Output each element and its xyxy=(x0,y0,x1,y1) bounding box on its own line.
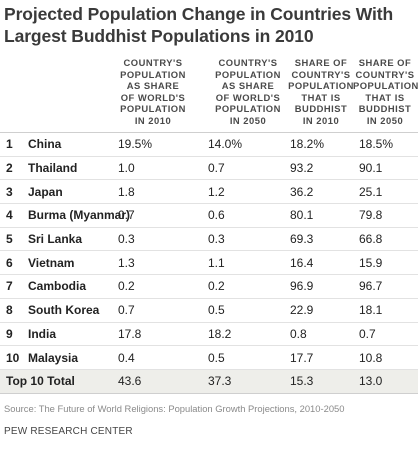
org-credit: PEW RESEARCH CENTER xyxy=(4,426,133,437)
column-header-buddhist-share-2010: SHARE OF COUNTRY'S POPULATION THAT IS BU… xyxy=(288,57,354,126)
value-cell: 15.9 xyxy=(359,250,418,276)
rank-label: 5 xyxy=(6,232,13,247)
country-label: Vietnam xyxy=(28,255,75,270)
country-label: India xyxy=(28,326,57,341)
table-row: 7 Cambodia 0.2 0.2 96.9 96.7 xyxy=(0,274,418,299)
value-cell: 0.6 xyxy=(208,203,290,228)
value-cell: 0.3 xyxy=(118,227,208,252)
value-cell: 0.8 xyxy=(290,322,359,347)
value-cell: 14.0% xyxy=(208,132,290,157)
value-cell: 66.8 xyxy=(359,227,418,252)
country-cell: 2 Thailand xyxy=(0,156,118,181)
source-note: Source: The Future of World Religions: P… xyxy=(4,403,345,414)
country-label: South Korea xyxy=(28,303,100,318)
country-cell: 10 Malaysia xyxy=(0,345,118,370)
value-cell: 1.2 xyxy=(208,179,290,205)
total-value-cell: 15.3 xyxy=(290,369,359,394)
country-cell: 5 Sri Lanka xyxy=(0,227,118,252)
rank-label: 8 xyxy=(6,303,13,318)
total-row: Top 10 Total 43.6 37.3 15.3 13.0 xyxy=(0,369,418,394)
value-cell: 0.7 xyxy=(359,322,418,347)
value-cell: 0.2 xyxy=(208,274,290,299)
country-label: Burma (Myanmar) xyxy=(28,208,131,223)
value-cell: 19.5% xyxy=(118,132,208,157)
column-header-share-world-2050: COUNTRY'S POPULATION AS SHARE OF WORLD'S… xyxy=(215,57,281,126)
total-value-cell: 13.0 xyxy=(359,369,418,394)
value-cell: 96.9 xyxy=(290,274,359,299)
country-cell: 9 India xyxy=(0,322,118,347)
country-cell: 4 Burma (Myanmar) xyxy=(0,203,130,228)
country-label: Sri Lanka xyxy=(28,232,83,247)
rank-label: 6 xyxy=(6,255,13,270)
value-cell: 17.7 xyxy=(290,345,359,370)
data-table: 1 China 19.5% 14.0% 18.2% 18.5% 2 Thailand… xyxy=(0,132,418,394)
table-row: 2 Thailand 1.0 0.7 93.2 90.1 xyxy=(0,156,418,181)
rank-label: 9 xyxy=(6,326,13,341)
page-title: Projected Population Change in Countries… xyxy=(4,4,394,46)
rank-label: 2 xyxy=(6,161,13,176)
value-cell: 22.9 xyxy=(290,298,359,323)
column-header-share-world-2010: COUNTRY'S POPULATION AS SHARE OF WORLD'S… xyxy=(120,57,186,126)
country-label: China xyxy=(28,137,62,152)
value-cell: 1.1 xyxy=(208,250,290,276)
country-label: Japan xyxy=(28,184,63,199)
value-cell: 18.2 xyxy=(208,322,290,347)
value-cell: 1.8 xyxy=(118,179,208,205)
value-cell: 69.3 xyxy=(290,227,359,252)
rank-label: 4 xyxy=(6,208,13,223)
country-cell: 1 China xyxy=(0,132,118,157)
value-cell: 0.5 xyxy=(208,345,290,370)
country-label: Thailand xyxy=(28,161,78,176)
value-cell: 0.5 xyxy=(208,298,290,323)
value-cell: 18.5% xyxy=(359,132,418,157)
table-row: 4 Burma (Myanmar) 0.7 0.6 80.1 79.8 xyxy=(0,203,418,228)
value-cell: 93.2 xyxy=(290,156,359,181)
table-row: 5 Sri Lanka 0.3 0.3 69.3 66.8 xyxy=(0,227,418,252)
value-cell: 18.2% xyxy=(290,132,359,157)
country-cell: 8 South Korea xyxy=(0,298,118,323)
total-value-cell: 37.3 xyxy=(208,369,290,394)
country-cell: 3 Japan xyxy=(0,179,118,205)
value-cell: 90.1 xyxy=(359,156,418,181)
total-value-cell: 43.6 xyxy=(118,369,208,394)
value-cell: 25.1 xyxy=(359,179,418,205)
value-cell: 0.7 xyxy=(118,203,208,228)
value-cell: 0.4 xyxy=(118,345,208,370)
column-header-buddhist-share-2050: SHARE OF COUNTRY'S POPULATION THAT IS BU… xyxy=(353,57,419,126)
value-cell: 1.0 xyxy=(118,156,208,181)
rank-label: 3 xyxy=(6,184,13,199)
value-cell: 10.8 xyxy=(359,345,418,370)
value-cell: 96.7 xyxy=(359,274,418,299)
rank-label: 1 xyxy=(6,137,13,152)
value-cell: 0.7 xyxy=(208,156,290,181)
country-cell: 6 Vietnam xyxy=(0,250,118,276)
table-row: 8 South Korea 0.7 0.5 22.9 18.1 xyxy=(0,298,418,323)
country-cell: 7 Cambodia xyxy=(0,274,118,299)
table-row: 6 Vietnam 1.3 1.1 16.4 15.9 xyxy=(0,250,418,276)
country-label: Malaysia xyxy=(28,350,79,365)
value-cell: 1.3 xyxy=(118,250,208,276)
value-cell: 18.1 xyxy=(359,298,418,323)
table-row: 3 Japan 1.8 1.2 36.2 25.1 xyxy=(0,179,418,205)
country-label: Cambodia xyxy=(28,279,87,294)
rank-label: 10 xyxy=(6,350,20,365)
value-cell: 0.3 xyxy=(208,227,290,252)
value-cell: 80.1 xyxy=(290,203,359,228)
value-cell: 79.8 xyxy=(359,203,418,228)
total-label: Top 10 Total xyxy=(0,369,118,394)
value-cell: 17.8 xyxy=(118,322,208,347)
table-row: 1 China 19.5% 14.0% 18.2% 18.5% xyxy=(0,132,418,157)
value-cell: 36.2 xyxy=(290,179,359,205)
table-row: 10 Malaysia 0.4 0.5 17.7 10.8 xyxy=(0,345,418,370)
value-cell: 0.7 xyxy=(118,298,208,323)
value-cell: 16.4 xyxy=(290,250,359,276)
value-cell: 0.2 xyxy=(118,274,208,299)
rank-label: 7 xyxy=(6,279,13,294)
table-row: 9 India 17.8 18.2 0.8 0.7 xyxy=(0,322,418,347)
